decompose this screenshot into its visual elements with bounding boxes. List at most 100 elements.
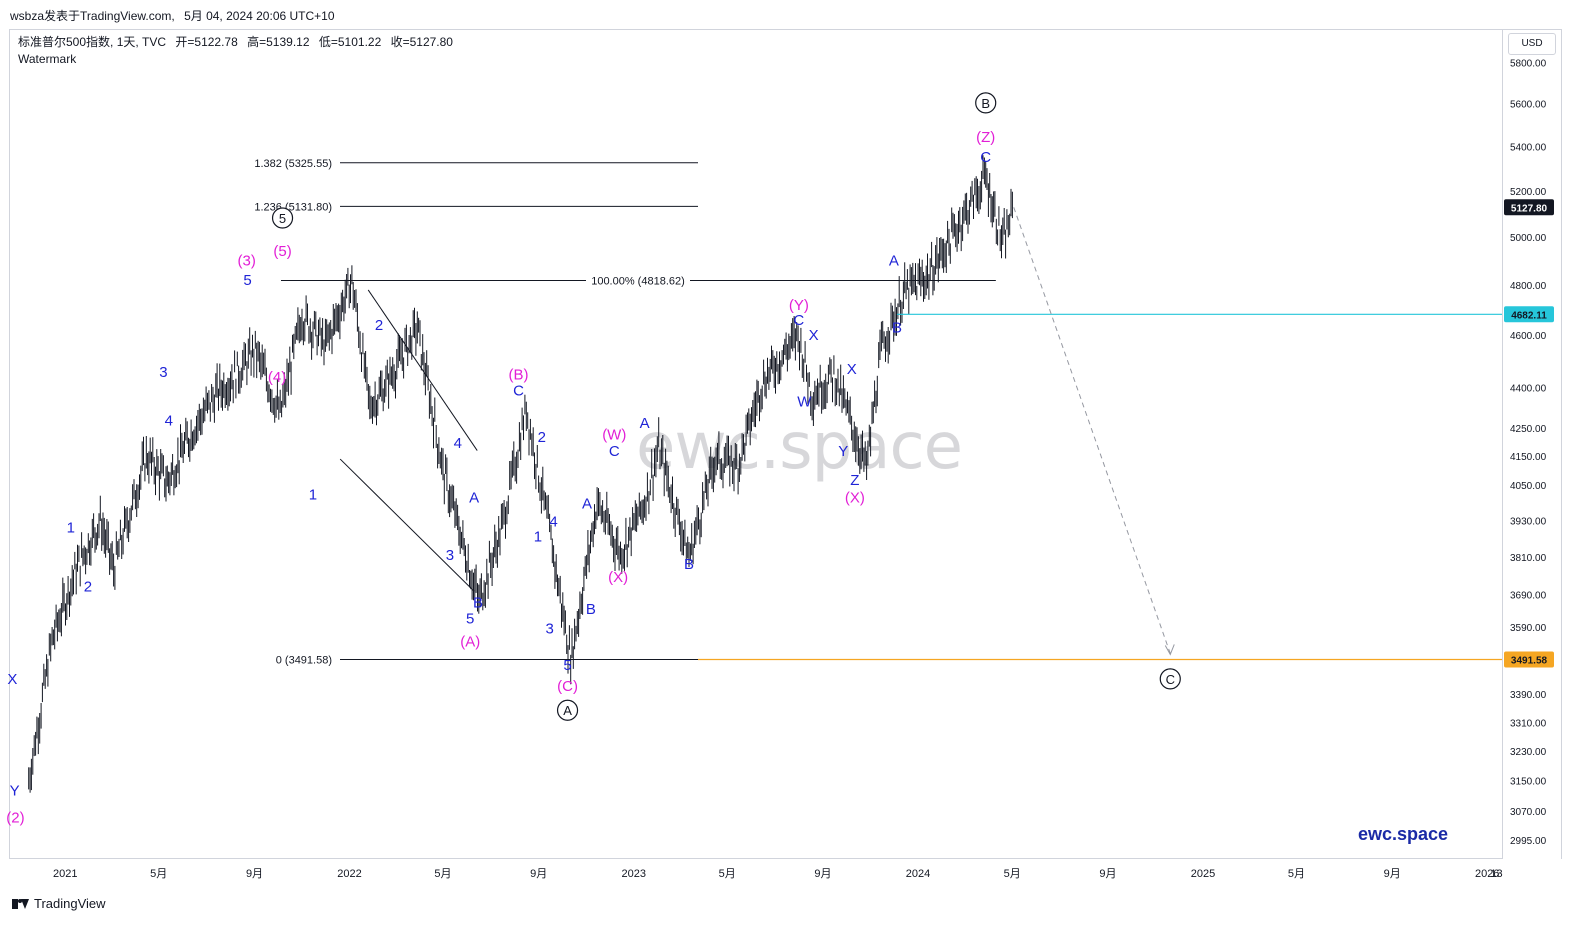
fib-level-label: 1.236 (5131.80)	[254, 201, 332, 213]
wave-label: A	[469, 489, 479, 506]
wave-label: B	[892, 320, 902, 337]
time-tick-label: 13	[1490, 868, 1502, 880]
time-tick-label: 5月	[719, 868, 736, 880]
price-tick-label: 5800.00	[1510, 58, 1547, 69]
wave-label: (4)	[268, 369, 286, 386]
support-price-badge: 3491.58	[1511, 655, 1548, 666]
price-tick-label: 5600.00	[1510, 100, 1547, 111]
legend-open: 开=5122.78	[175, 35, 238, 49]
wave-label: (A)	[460, 634, 480, 651]
price-tick-label: 3230.00	[1510, 747, 1547, 758]
wave-label: (Y)	[789, 297, 809, 314]
price-tick-label: 5200.00	[1510, 187, 1547, 198]
time-tick-label: 5月	[434, 868, 451, 880]
fib-level-label: 1.382 (5325.55)	[254, 158, 332, 170]
price-tick-label: 4150.00	[1510, 452, 1547, 463]
time-tick-label: 9月	[814, 868, 831, 880]
currency-selector[interactable]: USD	[1508, 33, 1556, 55]
time-tick-label: 9月	[246, 868, 263, 880]
last-price-badge-bg	[1504, 199, 1554, 216]
wave-label: 1	[309, 487, 317, 504]
projection-arrowhead	[1164, 644, 1175, 656]
time-tick-label: 9月	[530, 868, 547, 880]
price-tick-label: 2995.00	[1510, 836, 1547, 847]
ray-price-badge-bg	[1504, 306, 1554, 323]
indicator-label[interactable]: Watermark	[18, 52, 77, 66]
wave-circle	[1159, 668, 1181, 690]
wave-label: (5)	[273, 243, 291, 260]
projection-arrow[interactable]	[1013, 207, 1171, 654]
time-tick-label: 2025	[1191, 868, 1215, 880]
wave-label: X	[847, 361, 857, 378]
price-tick-label: 3810.00	[1510, 553, 1547, 564]
time-tick-label: 2024	[906, 868, 930, 880]
wave-label: (3)	[238, 253, 256, 270]
price-tick-label: 3150.00	[1510, 777, 1547, 788]
footer-brand: TradingView	[34, 896, 106, 911]
fib-level-label: 100.00% (4818.62)	[591, 275, 685, 287]
fib-label-bg	[586, 272, 690, 289]
price-tick-label: 5400.00	[1510, 142, 1547, 153]
wave-label: 3	[159, 364, 167, 381]
publish-info: wsbza发表于TradingView.com, 5月 04, 2024 20:…	[10, 7, 341, 24]
wave-label: (X)	[608, 569, 628, 586]
wave-label: 5	[466, 611, 474, 628]
brand-text: ewc.space	[1358, 824, 1449, 844]
wave-label: 4	[454, 435, 462, 452]
time-tick-label: 2022	[337, 868, 361, 880]
time-tick-label: 9月	[1384, 868, 1401, 880]
time-tick-label: 5月	[1004, 868, 1021, 880]
price-tick-label: 3310.00	[1510, 718, 1547, 729]
chart-pane[interactable]	[9, 29, 1503, 859]
wave-label: 2	[375, 317, 383, 334]
wave-label: B	[684, 556, 694, 573]
price-tick-label: 4250.00	[1510, 424, 1547, 435]
price-tick-label: 3390.00	[1510, 690, 1547, 701]
legend-low: 低=5101.22	[318, 35, 382, 49]
wave-label: 5	[279, 211, 286, 226]
wave-label: 3	[545, 620, 553, 637]
price-axis[interactable]	[1503, 29, 1562, 859]
wave-label: (W)	[602, 426, 626, 443]
time-tick-label: 2023	[622, 868, 646, 880]
wedge-upper-line[interactable]	[367, 289, 478, 451]
time-tick-label: 2021	[53, 868, 77, 880]
wave-label: 4	[165, 412, 173, 429]
fib-level-label: 0 (3491.58)	[276, 654, 332, 666]
wave-label: A	[563, 703, 572, 718]
wave-label: Y	[838, 443, 848, 460]
symbol-title[interactable]: 标准普尔500指数, 1天, TVC	[18, 35, 167, 49]
time-tick-label: 5月	[1288, 868, 1305, 880]
symbol-legend: 标准普尔500指数, 1天, TVC 开=5122.78 高=5139.12 低…	[18, 34, 459, 68]
wave-label: C	[513, 382, 524, 399]
wave-circle	[556, 699, 579, 721]
price-tick-label: 3070.00	[1510, 807, 1547, 818]
price-tick-label: 4050.00	[1510, 481, 1547, 492]
watermark-text: ewc.space	[636, 410, 963, 484]
wave-label: C	[1166, 672, 1175, 687]
wave-circle	[271, 207, 294, 229]
price-tick-label: 4400.00	[1510, 383, 1547, 394]
price-tick-label: 3690.00	[1510, 590, 1547, 601]
time-tick-label: 9月	[1099, 868, 1116, 880]
wave-label: (B)	[508, 366, 528, 383]
time-tick-label: 2026	[1475, 868, 1499, 880]
wave-label: C	[793, 312, 804, 329]
wave-label: B	[981, 96, 990, 111]
wave-label: (2)	[6, 809, 24, 826]
wave-label: (X)	[845, 489, 865, 506]
tradingview-logo-icon	[12, 898, 30, 909]
wave-label: 1	[67, 519, 75, 536]
wave-label: 5	[243, 272, 251, 289]
wedge-lower-line[interactable]	[339, 458, 475, 592]
wave-label: 5	[563, 657, 571, 674]
wave-label: A	[889, 253, 899, 270]
price-tick-label: 3590.00	[1510, 623, 1547, 634]
footer: TradingView	[12, 896, 106, 911]
wave-label: W	[797, 393, 812, 410]
wave-label: X	[7, 671, 17, 688]
last-price-badge: 5127.80	[1511, 203, 1548, 214]
wave-label: 2	[84, 578, 92, 595]
ray-price-badge: 4682.11	[1511, 310, 1547, 321]
